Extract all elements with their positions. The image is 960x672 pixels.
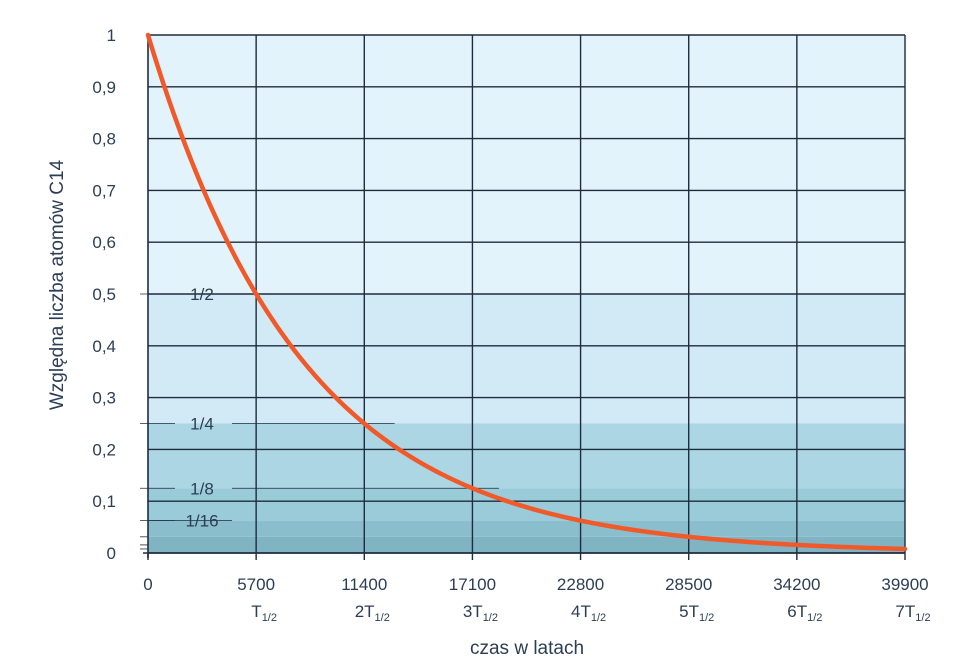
half-life-subscript: 1/2 xyxy=(375,612,390,624)
band-0 xyxy=(148,35,905,294)
y-tick-labels: 0 0,1 0,2 0,3 0,4 0,5 0,6 0,7 0,8 0,9 1 xyxy=(92,26,116,563)
half-life-label: 5T1/2 xyxy=(679,602,714,624)
y-tick-label: 0 xyxy=(107,544,116,563)
y-tick-label: 0,1 xyxy=(92,492,116,511)
x-tick-label: 22800 xyxy=(557,575,604,594)
half-life-label: 7T1/2 xyxy=(895,602,930,624)
half-life-subscript: 1/2 xyxy=(915,612,930,624)
x-tick-label: 5700 xyxy=(237,575,275,594)
x-tick-label: 17100 xyxy=(449,575,496,594)
half-life-label: 3T1/2 xyxy=(463,602,498,624)
y-tick-label: 0,2 xyxy=(92,440,116,459)
band-4 xyxy=(148,520,905,537)
half-life-label: 4T1/2 xyxy=(571,602,606,624)
half-life-multiple: 6T xyxy=(787,602,807,621)
half-life-multiple: 5T xyxy=(679,602,699,621)
y-tick-label: 0,8 xyxy=(92,130,116,149)
y-tick-label: 0,6 xyxy=(92,233,116,252)
half-life-subscript: 1/2 xyxy=(699,612,714,624)
half-life-multiple: 3T xyxy=(463,602,483,621)
half-life-multiple: 2T xyxy=(355,602,375,621)
fraction-label: 1/16 xyxy=(185,512,218,531)
half-life-label: T1/2 xyxy=(251,602,277,624)
half-life-label: 6T1/2 xyxy=(787,602,822,624)
fraction-label: 1/2 xyxy=(190,285,214,304)
x-tick-label: 34200 xyxy=(773,575,820,594)
decay-curve-0 xyxy=(145,32,908,552)
band-1 xyxy=(148,294,905,424)
x-tick-label: 0 xyxy=(143,575,152,594)
x-tick-label: 11400 xyxy=(341,575,387,594)
half-life-label: 2T1/2 xyxy=(355,602,390,624)
y-tick-label: 0,5 xyxy=(92,285,116,304)
fraction-label: 1/4 xyxy=(190,415,214,434)
y-tick-label: 0,7 xyxy=(92,181,116,200)
half-life-subscript: 1/2 xyxy=(807,612,822,624)
y-tick-label: 0,9 xyxy=(92,78,116,97)
x-tick-label: 39900 xyxy=(881,575,928,594)
half-life-multiple: 4T xyxy=(571,602,591,621)
x-tick-label: 28500 xyxy=(665,575,712,594)
half-life-multiple: T xyxy=(251,602,261,621)
band-2 xyxy=(148,423,905,489)
x-tick-labels: 0 5700T1/2114002T1/2171003T1/2228004T1/22… xyxy=(143,575,930,624)
half-life-multiple: 7T xyxy=(895,602,915,621)
y-tick-label: 0,3 xyxy=(92,389,116,408)
fraction-label: 1/8 xyxy=(190,479,214,498)
half-life-subscript: 1/2 xyxy=(262,612,277,624)
y-axis-title: Względna liczba atomów C14 xyxy=(47,159,68,410)
x-axis-title: czas w latach xyxy=(470,638,584,659)
half-life-subscript: 1/2 xyxy=(483,612,498,624)
fraction-labels: 1/2 1/4 1/8 1/16 xyxy=(185,285,218,531)
background-bands xyxy=(148,35,905,553)
half-life-subscript: 1/2 xyxy=(591,612,606,624)
y-tick-label: 1 xyxy=(107,26,116,45)
decay-curve-layer xyxy=(145,32,908,552)
y-tick-label: 0,4 xyxy=(92,337,116,356)
band-3 xyxy=(148,488,905,521)
